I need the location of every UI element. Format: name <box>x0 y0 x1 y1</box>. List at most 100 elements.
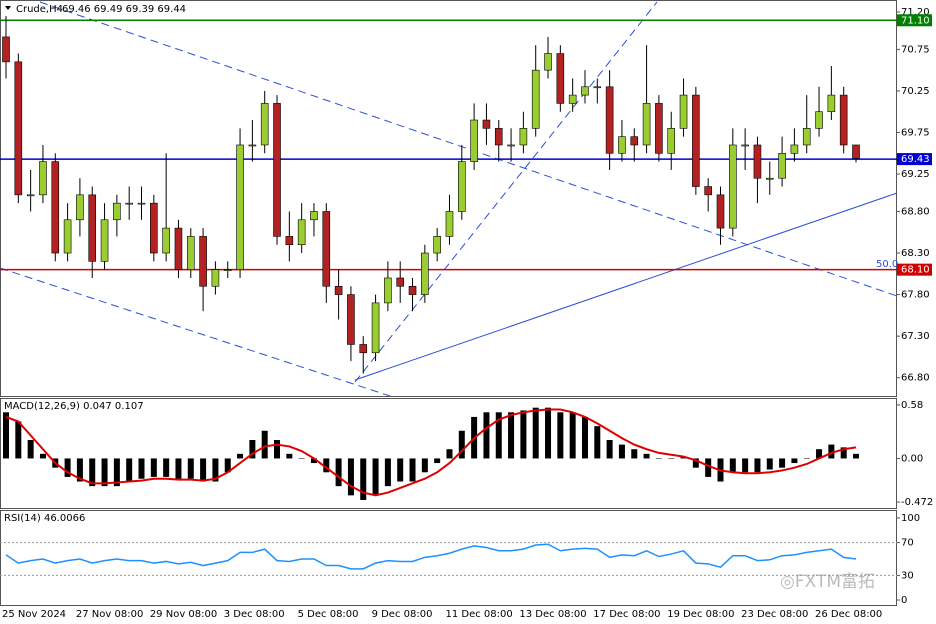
macd-bar <box>237 453 244 459</box>
macd-bar <box>409 458 416 482</box>
macd-bar <box>3 412 9 459</box>
candle-body <box>88 194 97 262</box>
x-tick-label: 5 Dec 08:00 <box>298 609 359 620</box>
candle-body <box>778 152 786 179</box>
trendline <box>0 267 391 397</box>
macd-bar <box>126 458 133 482</box>
candle-body <box>359 344 368 354</box>
candle-body <box>186 236 195 270</box>
candle-body <box>827 94 836 113</box>
macd-bar <box>557 412 564 459</box>
macd-bar <box>569 412 576 459</box>
candle-body <box>63 219 72 254</box>
macd-bar <box>101 458 108 487</box>
macd-bar <box>163 458 170 477</box>
candle-body <box>507 144 515 147</box>
y-tick-label: 70 <box>901 538 914 549</box>
candle-body <box>716 194 725 229</box>
x-tick-label: 26 Dec 08:00 <box>815 609 882 620</box>
macd-bar <box>27 439 34 459</box>
y-tick-label: 0 <box>901 595 907 606</box>
macd-bar <box>113 458 120 487</box>
macd-bar <box>261 430 268 459</box>
macd-bar <box>274 439 281 459</box>
rsi-panel <box>0 510 897 606</box>
macd-bar <box>643 453 650 459</box>
candle-body <box>568 94 577 104</box>
macd-bar <box>779 458 786 468</box>
menu-arrow[interactable] <box>5 6 11 10</box>
candle-body <box>544 53 552 71</box>
watermark: ◎FXTM富拓 <box>780 572 875 592</box>
candle-body <box>482 119 491 129</box>
candle-body <box>371 302 380 354</box>
candle-body <box>174 227 183 270</box>
macd-bar <box>421 458 428 473</box>
candle-body <box>150 202 158 254</box>
level-label: 69.43 <box>901 154 930 165</box>
trendline <box>354 192 898 381</box>
macd-bar <box>816 449 823 459</box>
candle-body <box>618 136 626 154</box>
y-tick-label: 100 <box>901 513 920 524</box>
macd-bar <box>754 458 761 473</box>
candle-body <box>347 294 355 345</box>
candle-body <box>519 128 528 146</box>
candle-body <box>741 144 749 147</box>
macd-bar <box>705 458 712 477</box>
y-tick-label: 0.58 <box>901 400 923 411</box>
macd-bar <box>286 453 293 459</box>
candle-body <box>211 269 220 287</box>
macd-bar <box>495 412 502 459</box>
fib-label: 50.0 <box>876 259 898 270</box>
y-tick-label: 67.80 <box>901 290 930 301</box>
candle-body <box>470 119 478 162</box>
macd-bar <box>224 458 231 473</box>
candle-body <box>334 285 343 295</box>
macd-bar <box>249 439 256 459</box>
trendline <box>39 1 898 297</box>
candle-body <box>248 144 257 147</box>
trendline <box>354 1 658 383</box>
x-tick-label: 25 Nov 2024 <box>2 609 66 620</box>
macd-bar <box>384 458 391 487</box>
candle-body <box>642 103 651 146</box>
macd-bar <box>89 458 96 487</box>
candle-body <box>310 211 318 221</box>
macd-bar <box>298 458 305 459</box>
candle-body <box>297 219 306 246</box>
x-tick-label: 13 Dec 08:00 <box>519 609 586 620</box>
candle-body <box>322 211 331 287</box>
y-tick-label: 67.30 <box>901 331 930 342</box>
y-tick-label: 66.80 <box>901 373 930 384</box>
macd-bar <box>434 458 441 464</box>
candle-body <box>457 161 466 212</box>
trendlines <box>0 1 898 397</box>
candle-body <box>704 186 712 196</box>
macd-bar <box>64 458 71 477</box>
x-tick-label: 9 Dec 08:00 <box>372 609 433 620</box>
candle-body <box>51 161 60 254</box>
candle-body <box>445 211 454 237</box>
candle-body <box>729 144 737 229</box>
candle-body <box>655 103 663 154</box>
candle-body <box>581 86 589 96</box>
macd-bar <box>483 412 490 459</box>
candle-body <box>815 111 823 129</box>
y-tick-label: 71.20 <box>901 7 930 18</box>
x-tick-label: 3 Dec 08:00 <box>224 609 285 620</box>
candle-body <box>396 277 405 287</box>
candle-body <box>433 236 441 254</box>
x-tick-label: 17 Dec 08:00 <box>593 609 660 620</box>
macd-bar <box>853 453 859 459</box>
candle-body <box>125 202 133 205</box>
ohlc-readout: 69.46 69.49 69.39 69.44 <box>62 4 186 15</box>
macd-bar <box>828 444 835 459</box>
candle-body <box>162 227 170 254</box>
candle-body <box>408 285 417 295</box>
macd-bar <box>360 458 367 500</box>
signal-line <box>5 408 857 497</box>
macd-bar <box>508 412 515 459</box>
